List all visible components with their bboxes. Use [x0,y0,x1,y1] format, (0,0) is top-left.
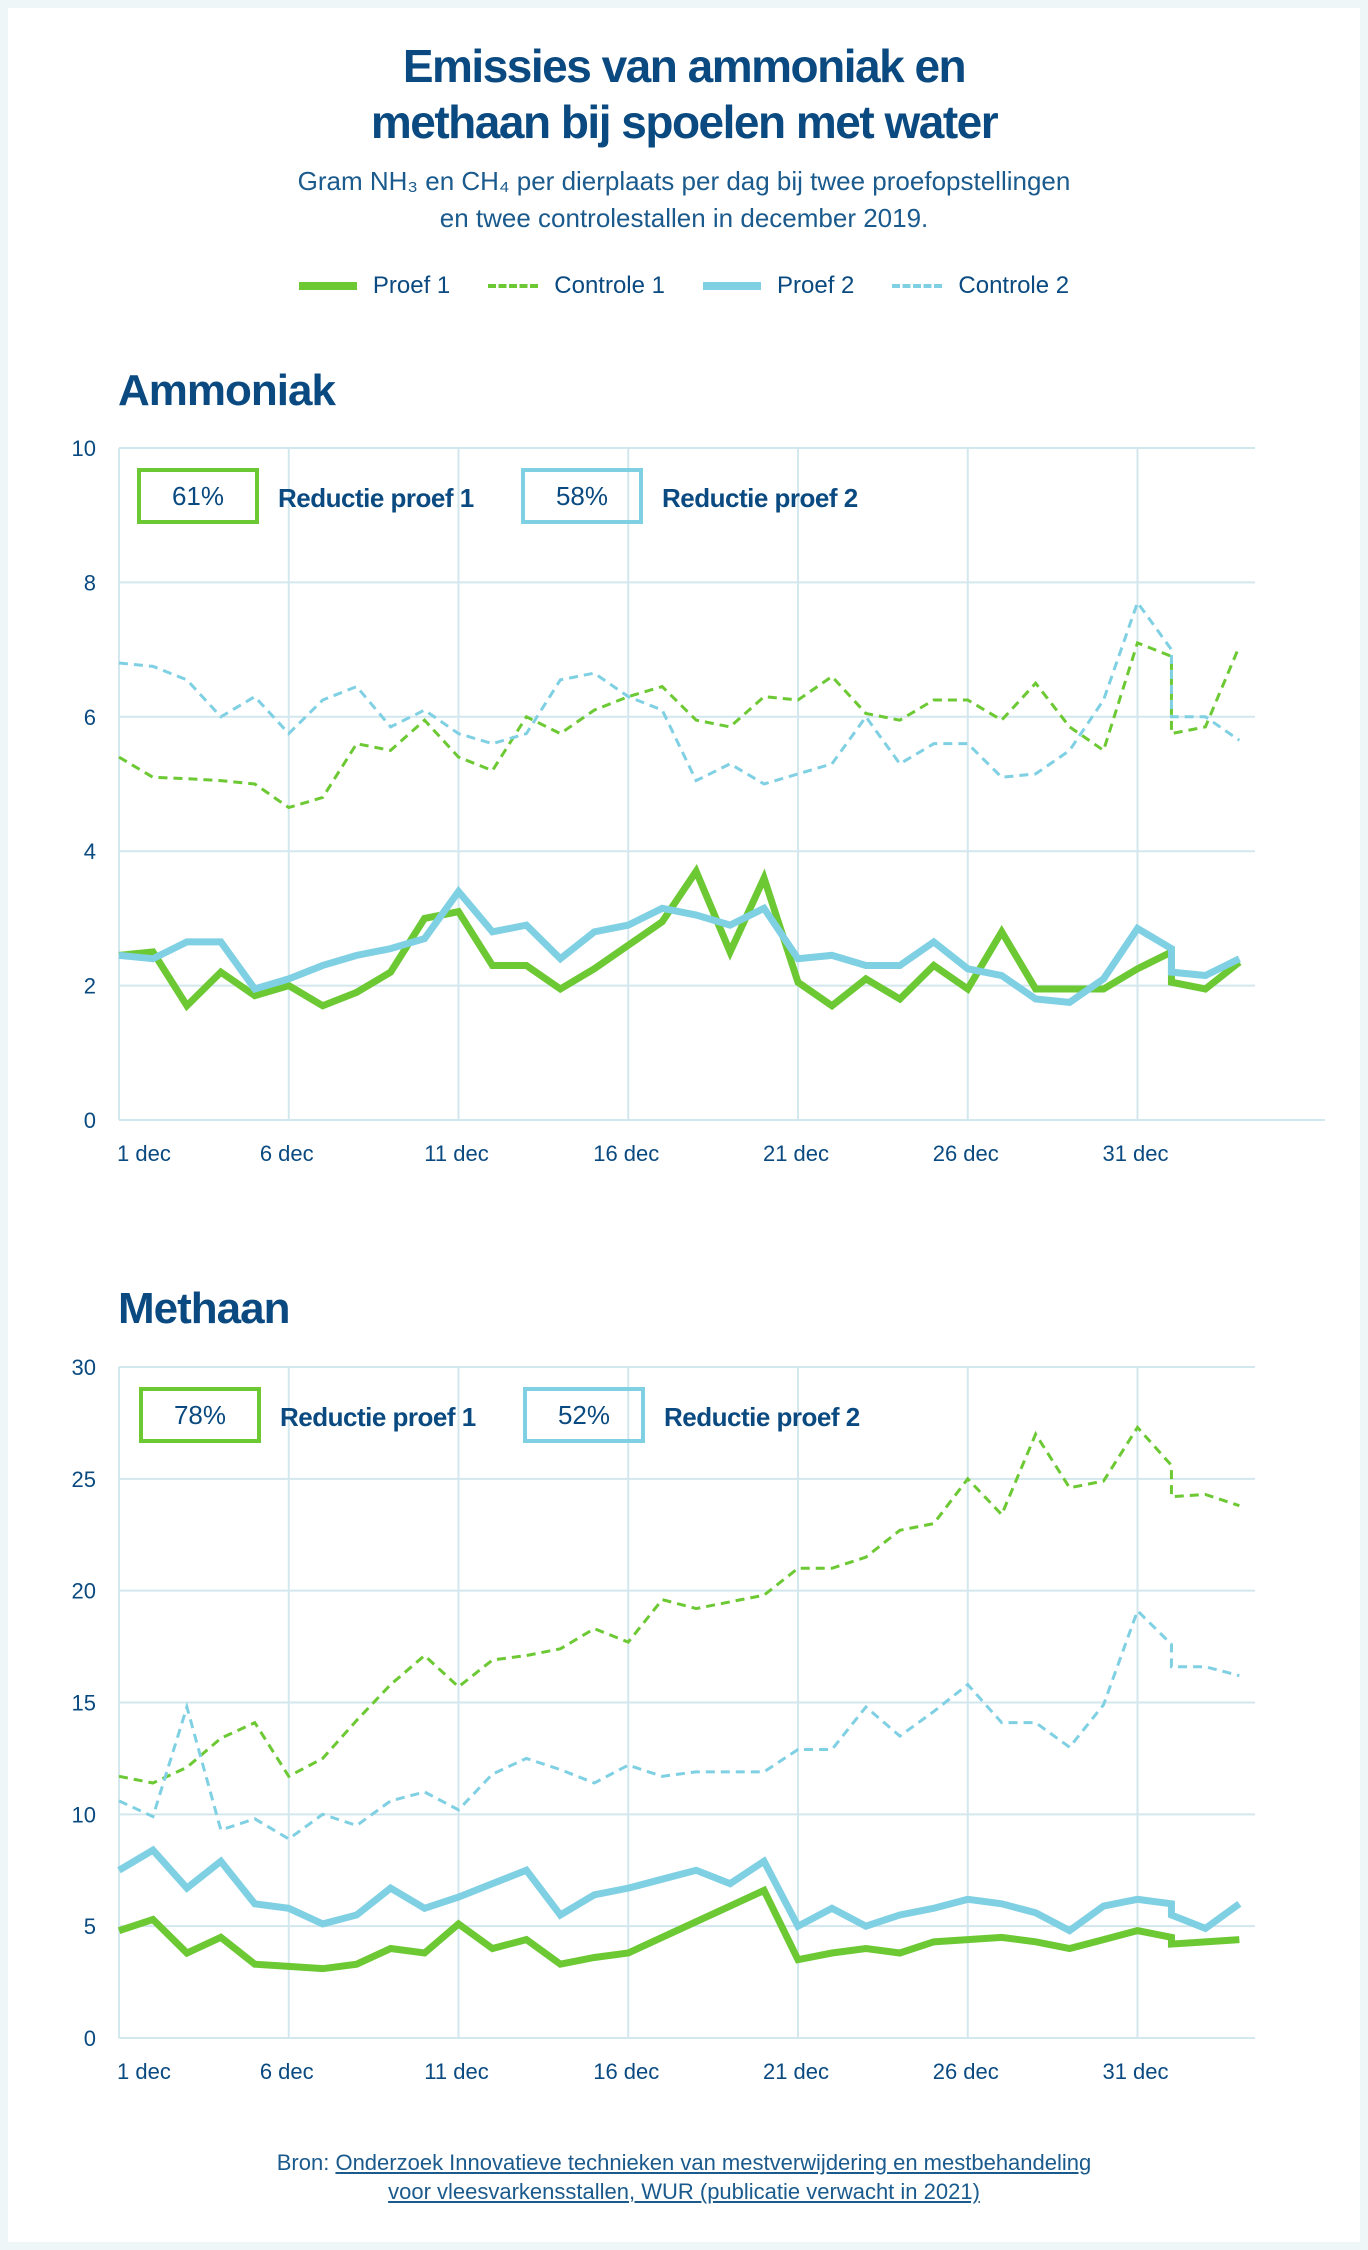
x-tick-label: 6 dec [260,1141,314,1166]
x-tick-label: 26 dec [933,2059,999,2084]
y-tick-label: 6 [84,705,96,730]
y-tick-label: 15 [72,1691,96,1716]
legend-item-proef-1: Proef 1 [298,272,451,300]
x-tick-label: 11 dec [424,2059,488,2084]
reduction-label-proef-2: Reductie proef 2 [662,483,858,513]
reduction-box-proef-1: 78% [139,1387,261,1443]
chart-title-ammoniak: Ammoniak [118,366,336,415]
series-line-controle-2 [118,599,1241,786]
infographic-card [8,8,1360,2242]
y-tick-label: 2 [84,974,96,999]
x-tick-label: 31 dec [1102,2059,1168,2084]
x-tick-label: 1 dec [117,1141,171,1166]
subtitle: Gram NH₃ en CH₄ per dierplaats per dag b… [0,163,1368,237]
reduction-label-proef-1: Reductie proef 1 [280,1402,476,1432]
series-line-proef-1 [117,1885,1240,1973]
legend-item-proef-2: Proef 2 [703,272,854,300]
subtitle-line-1: Gram NH₃ en CH₄ per dierplaats per dag b… [297,166,1071,196]
legend-swatch-dashed-blue [892,284,943,288]
x-tick-label: 16 dec [593,2059,659,2084]
x-tick-label: 6 dec [260,2059,314,2084]
series-line-proef-1 [118,864,1242,1012]
legend-label: Controle 2 [958,272,1070,299]
x-tick-label: 21 dec [763,2059,829,2084]
series-line-controle-1 [118,1424,1240,1785]
legend: Proef 1 Controle 1 Proef 2 Controle 2 [0,272,1368,300]
y-tick-label: 8 [84,570,96,595]
chart-title-methaan: Methaan [118,1284,290,1333]
series-line-proef-2 [118,885,1241,1007]
reduction-box-proef-2: 58% [521,468,643,524]
x-tick-label: 16 dec [593,1141,659,1166]
y-tick-label: 0 [84,2026,96,2051]
legend-label: Controle 1 [554,272,665,299]
source-link-continued[interactable]: voor vleesvarkensstallen, WUR (publicati… [388,2179,980,2204]
legend-item-controle-2: Controle 2 [892,272,1069,300]
x-tick-label: 26 dec [933,1141,999,1166]
reduction-label-proef-1: Reductie proef 1 [278,483,474,513]
reduction-label-proef-2: Reductie proef 2 [664,1402,860,1432]
legend-swatch-solid-blue [703,282,761,290]
x-tick-label: 21 dec [763,1141,829,1166]
y-tick-label: 4 [84,839,96,864]
legend-label: Proef 2 [777,272,855,299]
y-tick-label: 25 [72,1467,96,1492]
source-prefix: Bron: [276,2150,336,2175]
page-title: Emissies van ammoniak en methaan bij spo… [0,38,1368,150]
y-tick-label: 30 [72,1355,96,1380]
x-tick-label: 31 dec [1102,1141,1168,1166]
source-note: Bron: Onderzoek Innovatieve technieken v… [0,2148,1368,2206]
title-line-1: Emissies van ammoniak en [402,40,967,92]
reduction-box-proef-2: 52% [523,1387,645,1443]
series-line-proef-2 [117,1845,1242,1935]
series-line-controle-2 [118,1608,1240,1841]
legend-item-controle-1: Controle 1 [488,272,665,300]
y-tick-label: 10 [72,436,96,461]
y-tick-label: 5 [84,1914,96,1939]
y-tick-label: 0 [84,1108,96,1133]
source-link[interactable]: Onderzoek Innovatieve technieken van mes… [335,2150,1092,2175]
title-line-2: methaan bij spoelen met water [370,96,999,148]
legend-swatch-dashed-green [488,284,539,288]
y-tick-label: 20 [72,1579,96,1604]
x-tick-label: 1 dec [117,2059,171,2084]
series-line-controle-1 [118,640,1241,810]
subtitle-line-2: en twee controlestallen in december 2019… [439,203,929,233]
legend-swatch-solid-green [298,282,357,290]
y-tick-label: 10 [72,1802,96,1827]
legend-label: Proef 1 [372,272,451,299]
x-tick-label: 11 dec [424,1141,488,1166]
reduction-box-proef-1: 61% [137,468,259,524]
